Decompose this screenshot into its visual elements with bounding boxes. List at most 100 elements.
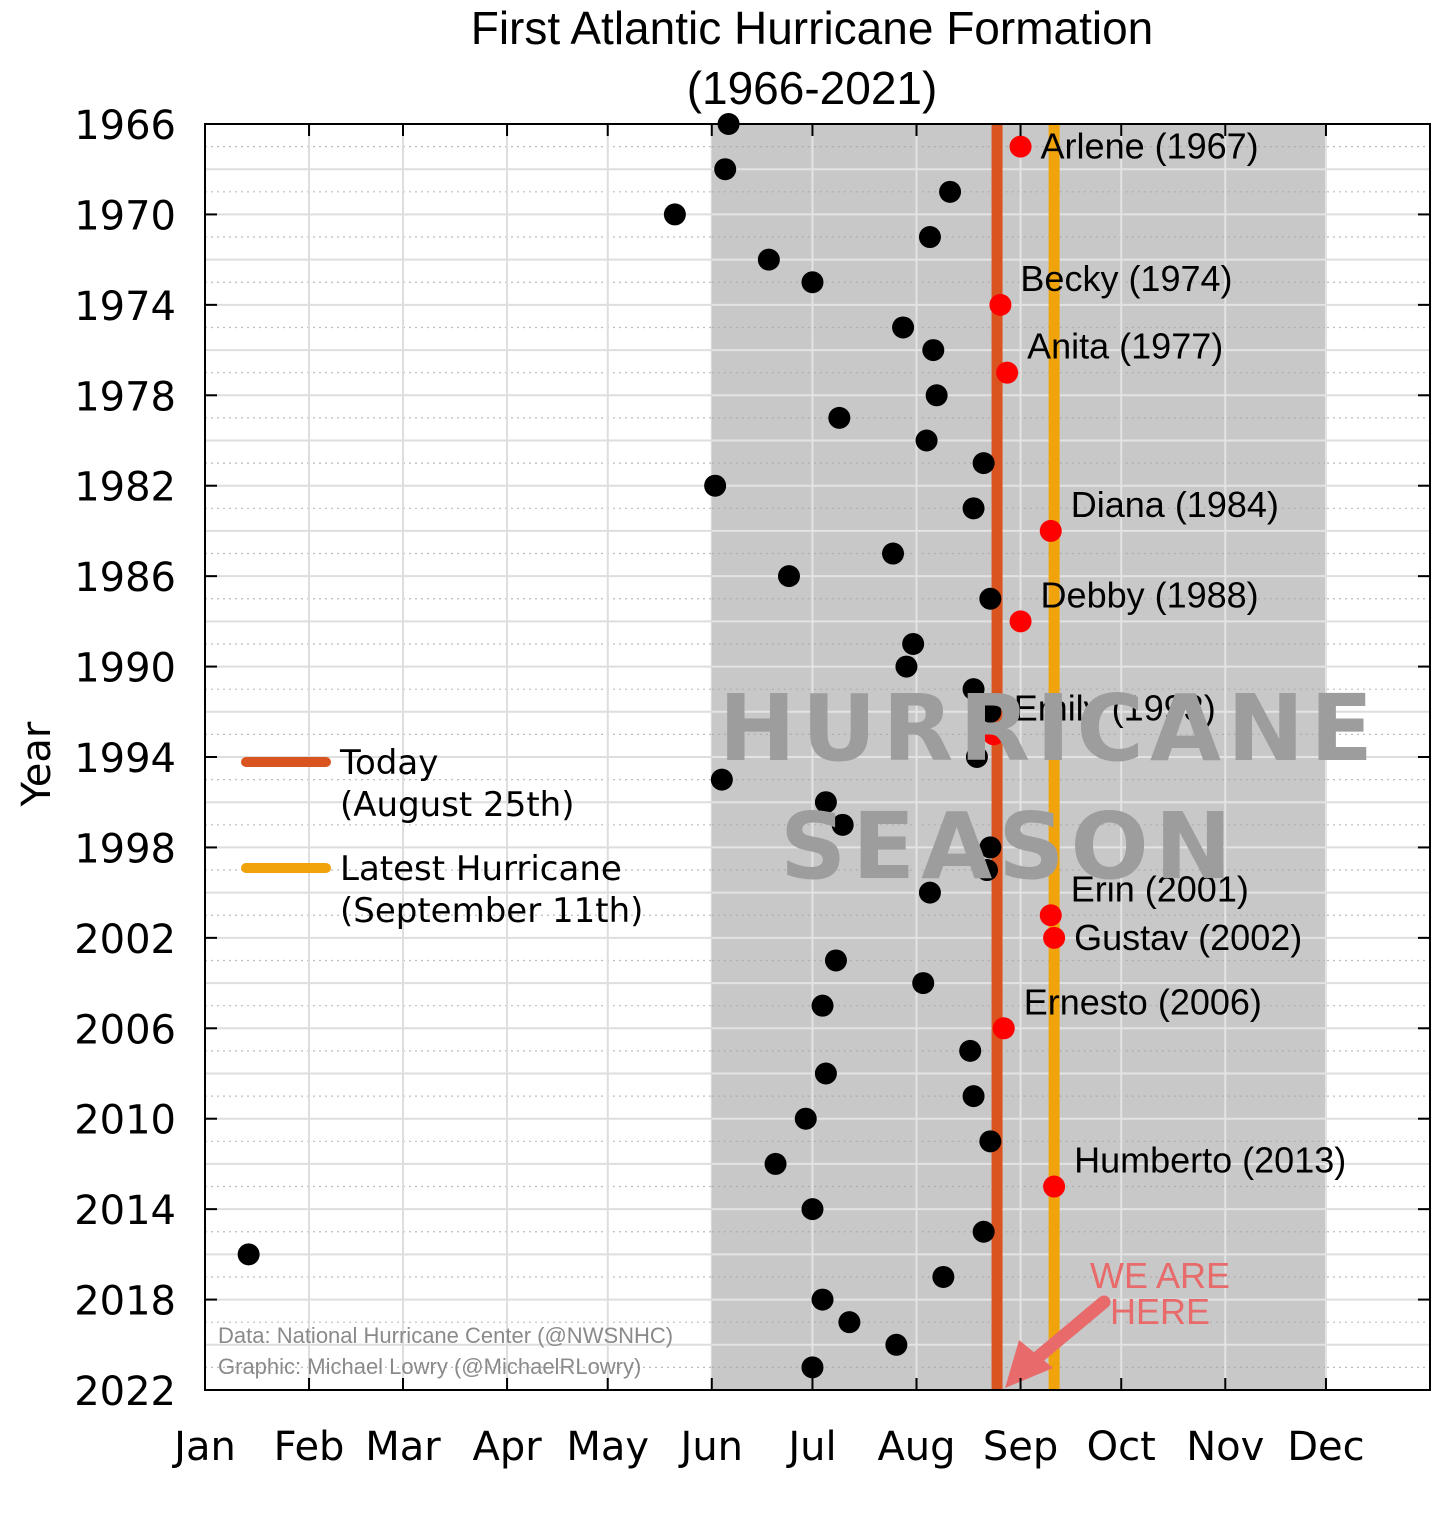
axes: 1966 1970 1974 1978 1982 1986 1990 1994 1998 2002…	[74, 103, 1431, 1470]
latest-season-point	[982, 723, 1005, 746]
x-tick-label: Feb	[274, 1424, 345, 1470]
legend-label: Latest Hurricane	[340, 849, 622, 889]
x-tick-label: Jun	[678, 1424, 744, 1470]
latest-season-point	[1043, 926, 1066, 949]
data-point	[902, 632, 925, 655]
season-label-line2: SEASON	[780, 793, 1238, 900]
data-point	[912, 972, 935, 995]
data-point	[979, 700, 1002, 723]
data-point	[814, 1062, 837, 1085]
data-point	[824, 949, 847, 972]
x-tick-label: Sep	[983, 1424, 1058, 1470]
data-point	[831, 813, 854, 836]
we-are-here-line1: WE ARE	[1090, 1255, 1230, 1296]
data-point	[939, 180, 962, 203]
data-point	[962, 497, 985, 520]
x-tick-label: Oct	[1087, 1424, 1156, 1470]
we-are-here-arrow	[1005, 1295, 1111, 1388]
chart-title-line2: (1966-2021)	[687, 62, 938, 114]
data-point	[972, 1220, 995, 1243]
x-tick-label: Jul	[785, 1424, 836, 1470]
data-points	[237, 113, 1066, 1379]
data-point	[895, 655, 918, 678]
data-point	[885, 1333, 908, 1356]
point-label: Ernesto (2006)	[1024, 981, 1262, 1022]
x-tick-label: Nov	[1186, 1424, 1264, 1470]
y-tick-label: 2014	[74, 1188, 176, 1234]
legend: Today(August 25th) Latest Hurricane(Septe…	[241, 743, 643, 931]
data-point	[925, 384, 948, 407]
y-tick-label: 2018	[74, 1279, 176, 1325]
arrow-shaft	[1030, 1295, 1111, 1365]
latest-season-point	[1009, 135, 1032, 158]
data-point	[764, 1152, 787, 1175]
point-label: Becky (1974)	[1020, 258, 1232, 299]
point-label: Gustav (2002)	[1074, 917, 1302, 958]
y-tick-label: 1974	[74, 284, 176, 330]
data-point	[915, 429, 938, 452]
y-tick-label: 1994	[74, 736, 176, 782]
data-point	[975, 859, 998, 882]
latest-season-point	[996, 361, 1019, 384]
data-point	[962, 1085, 985, 1108]
latest-season-point	[1043, 1175, 1066, 1198]
data-point	[814, 791, 837, 814]
point-label: Arlene (1967)	[1041, 126, 1259, 167]
y-tick-label: 2010	[74, 1098, 176, 1144]
y-tick-label: 2006	[74, 1007, 176, 1053]
latest-season-point	[1009, 610, 1032, 633]
y-tick-label: 2022	[74, 1369, 176, 1415]
data-point	[811, 994, 834, 1017]
legend-sublabel: (August 25th)	[340, 785, 574, 825]
x-tick-label: Mar	[365, 1424, 441, 1470]
data-point	[959, 1039, 982, 1062]
latest-season-point	[1039, 519, 1062, 542]
data-point	[979, 587, 1002, 610]
data-point	[918, 881, 941, 904]
latest-season-point	[989, 293, 1012, 316]
latest-season-point	[1039, 904, 1062, 927]
point-label: Anita (1977)	[1027, 326, 1223, 367]
data-point	[972, 452, 995, 475]
y-tick-label: 2002	[74, 917, 176, 963]
credit-graphic: Graphic: Michael Lowry (@MichaelRLowry)	[218, 1354, 641, 1379]
data-point	[801, 1356, 824, 1379]
data-point	[777, 565, 800, 588]
data-point	[838, 1311, 861, 1334]
x-tick-label: May	[566, 1424, 649, 1470]
x-tick-label: Jan	[171, 1424, 236, 1470]
arrow-head	[1005, 1340, 1054, 1388]
data-point	[828, 406, 851, 429]
data-point	[237, 1243, 260, 1266]
data-point	[922, 339, 945, 362]
chart-title-line1: First Atlantic Hurricane Formation	[471, 2, 1154, 54]
point-labels: Arlene (1967) Becky (1974) Anita (1977) Dia…	[1014, 126, 1347, 1181]
data-point	[892, 316, 915, 339]
we-are-here-line2: HERE	[1110, 1291, 1210, 1332]
data-point	[932, 1265, 955, 1288]
credit-data: Data: National Hurricane Center (@NWSNHC…	[218, 1323, 673, 1348]
data-point	[801, 1198, 824, 1221]
data-point	[794, 1107, 817, 1130]
data-point	[757, 248, 780, 271]
y-tick-label: 1998	[74, 826, 176, 872]
data-point	[704, 474, 727, 497]
y-tick-label: 1986	[74, 555, 176, 601]
y-tick-label: 1990	[74, 646, 176, 692]
data-point	[979, 1130, 1002, 1153]
data-point	[710, 768, 733, 791]
x-tick-label: Apr	[472, 1424, 542, 1470]
data-point	[811, 1288, 834, 1311]
latest-season-point	[992, 1017, 1015, 1040]
season-label-line1: HURRICANE	[719, 675, 1379, 782]
x-tick-label: Aug	[877, 1424, 955, 1470]
y-tick-label: 1982	[74, 465, 176, 511]
season-grid	[711, 123, 1327, 1391]
point-label: Humberto (2013)	[1074, 1140, 1346, 1181]
point-label: Debby (1988)	[1041, 574, 1259, 615]
data-point	[962, 678, 985, 701]
y-axis-label: Year	[14, 721, 60, 807]
point-label: Erin (2001)	[1071, 868, 1249, 909]
